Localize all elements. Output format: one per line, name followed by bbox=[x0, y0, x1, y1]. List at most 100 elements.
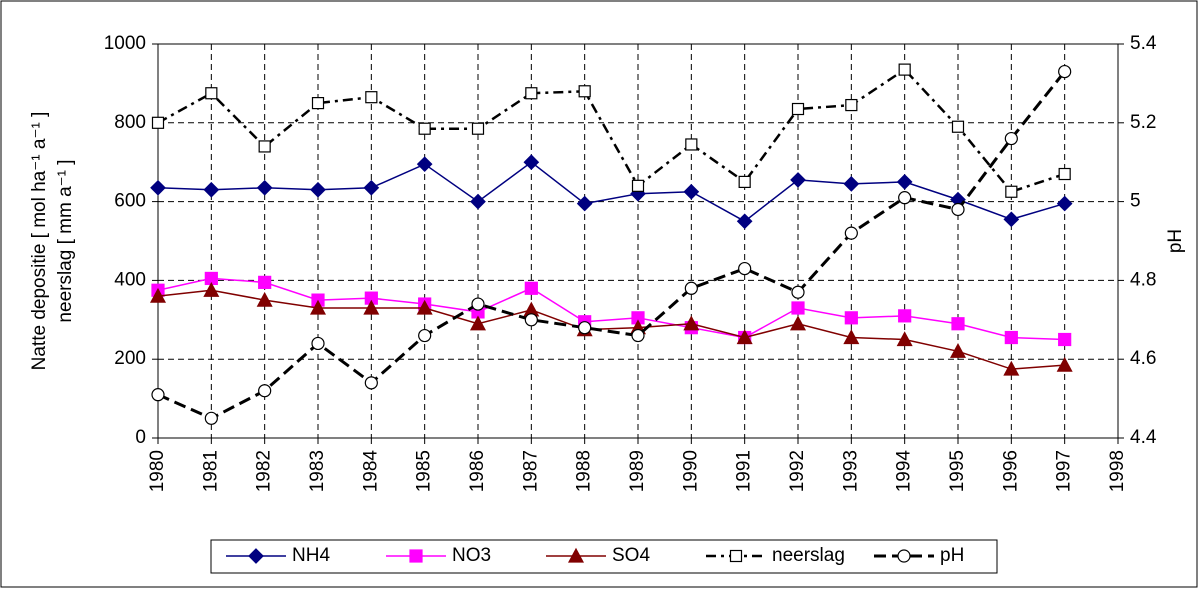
marker bbox=[843, 329, 860, 345]
series-line bbox=[157, 70, 1066, 420]
marker bbox=[149, 287, 167, 303]
marker bbox=[898, 191, 912, 205]
marker bbox=[365, 91, 378, 104]
marker bbox=[729, 549, 743, 563]
marker bbox=[685, 138, 698, 151]
legend-label: pH bbox=[940, 545, 964, 566]
marker bbox=[684, 281, 698, 295]
y-tick-label: 600 bbox=[114, 191, 146, 212]
marker bbox=[683, 183, 700, 200]
marker bbox=[578, 85, 591, 98]
marker bbox=[258, 275, 272, 289]
marker bbox=[951, 120, 965, 133]
marker bbox=[409, 549, 423, 563]
series-line bbox=[157, 277, 1065, 341]
y2-tick-label: 4.4 bbox=[1130, 427, 1157, 448]
marker bbox=[949, 343, 967, 358]
x-tick-label: 1984 bbox=[360, 450, 381, 493]
marker bbox=[845, 98, 858, 112]
x-tick-label: 1995 bbox=[947, 450, 968, 492]
marker bbox=[843, 176, 860, 192]
x-tick-label: 1990 bbox=[680, 450, 701, 492]
marker bbox=[1058, 167, 1071, 181]
marker bbox=[791, 285, 805, 299]
y-tick-label: 1000 bbox=[104, 33, 146, 54]
x-tick-label: 1997 bbox=[1054, 450, 1075, 492]
marker bbox=[738, 261, 752, 276]
x-tick-label: 1988 bbox=[574, 450, 595, 492]
marker bbox=[738, 175, 751, 188]
x-tick-label: 1992 bbox=[787, 450, 808, 492]
marker bbox=[1056, 195, 1073, 212]
marker bbox=[204, 411, 218, 425]
marker bbox=[248, 548, 264, 564]
marker bbox=[683, 315, 700, 331]
legend-label: NH4 bbox=[292, 545, 330, 566]
y-axis-label: neerslag [ mm a⁻¹ ] bbox=[55, 159, 76, 322]
marker bbox=[736, 329, 753, 345]
y-tick-label: 200 bbox=[114, 348, 146, 369]
y2-tick-label: 5.2 bbox=[1130, 112, 1156, 133]
marker bbox=[150, 179, 166, 196]
series-line bbox=[157, 289, 1065, 370]
marker bbox=[363, 299, 380, 315]
y-tick-label: 800 bbox=[114, 112, 146, 133]
marker bbox=[951, 202, 965, 217]
legend-label: NO3 bbox=[452, 545, 491, 566]
marker bbox=[951, 317, 965, 331]
marker bbox=[791, 301, 805, 315]
marker bbox=[418, 328, 432, 343]
legend-label: SO4 bbox=[612, 545, 650, 566]
marker bbox=[151, 116, 165, 129]
marker bbox=[416, 156, 433, 173]
marker bbox=[576, 195, 593, 212]
series-line bbox=[157, 161, 1065, 223]
x-tick-label: 1987 bbox=[520, 450, 541, 492]
y-tick-label: 0 bbox=[135, 427, 146, 448]
marker bbox=[258, 140, 271, 153]
x-tick-label: 1994 bbox=[894, 450, 915, 493]
x-tick-label: 1981 bbox=[200, 450, 221, 492]
marker bbox=[203, 281, 220, 297]
marker bbox=[1004, 330, 1018, 345]
y2-tick-label: 4.6 bbox=[1130, 348, 1156, 369]
marker bbox=[151, 388, 165, 402]
y2-tick-label: 5.4 bbox=[1130, 33, 1157, 54]
marker bbox=[631, 328, 645, 343]
marker bbox=[844, 311, 858, 325]
marker bbox=[631, 179, 645, 192]
x-tick-label: 1983 bbox=[307, 450, 328, 492]
x-tick-label: 1982 bbox=[254, 450, 275, 492]
marker bbox=[898, 63, 911, 76]
marker bbox=[256, 291, 273, 307]
marker bbox=[416, 299, 433, 315]
marker bbox=[789, 315, 807, 331]
marker bbox=[364, 376, 378, 390]
x-tick-label: 1991 bbox=[734, 450, 755, 492]
y2-tick-label: 4.8 bbox=[1130, 269, 1156, 290]
marker bbox=[524, 313, 538, 327]
marker bbox=[1005, 185, 1018, 198]
marker bbox=[203, 181, 220, 198]
marker bbox=[205, 87, 218, 100]
series-line bbox=[157, 67, 1066, 194]
y2-axis-label: pH bbox=[1165, 229, 1186, 253]
marker bbox=[578, 321, 592, 335]
y2-tick-label: 5 bbox=[1130, 191, 1141, 212]
marker bbox=[1056, 356, 1073, 372]
x-tick-label: 1989 bbox=[627, 450, 648, 492]
marker bbox=[256, 179, 273, 196]
marker bbox=[736, 213, 753, 230]
marker bbox=[1058, 64, 1072, 79]
marker bbox=[1003, 360, 1020, 376]
marker bbox=[311, 336, 325, 351]
x-tick-label: 1998 bbox=[1107, 450, 1128, 492]
marker bbox=[310, 181, 326, 198]
x-tick-label: 1980 bbox=[147, 450, 168, 492]
marker bbox=[418, 122, 431, 135]
marker bbox=[1003, 211, 1020, 228]
marker bbox=[258, 384, 272, 398]
marker bbox=[896, 331, 913, 347]
